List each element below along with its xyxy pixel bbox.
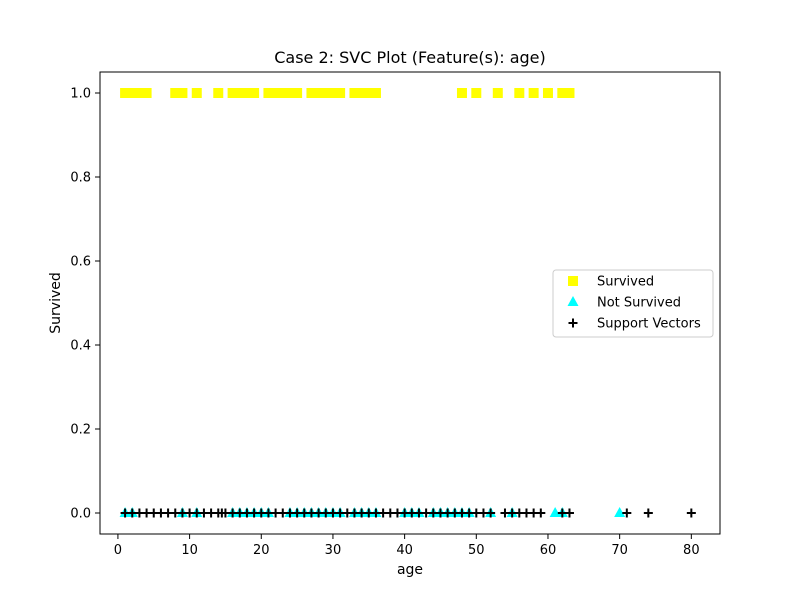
point-survived [528,88,539,98]
point-survived [306,88,317,98]
series-support-vectors [120,508,696,518]
x-axis-title: age [397,562,423,578]
point-survived [120,88,131,98]
y-axis: 0.0 0.2 0.4 0.6 0.8 1.0 [70,87,100,522]
axes-layer: 0 10 20 30 40 50 60 70 80 0.0 0.2 0.4 0.6 0.8 1.0 [70,87,699,559]
point-not-survived [549,507,561,517]
x-tick-label: 80 [683,543,700,558]
plot-area-frame [99,71,721,535]
point-survived [363,88,374,98]
point-survived [456,88,467,98]
point-survived [227,88,238,98]
y-tick-label: 0.6 [70,255,91,270]
point-survived [141,88,152,98]
x-tick-label: 40 [396,543,413,558]
point-survived [349,88,360,98]
point-survived [564,88,575,98]
y-tick-label: 0.0 [70,507,91,522]
legend: Survived Not Survived Support Vectors [552,269,714,338]
legend-label: Not Survived [597,296,681,311]
chart-title: Case 2: SVC Plot (Feature(s): age) [274,48,546,67]
point-survived [277,88,288,98]
y-axis-title: Survived [48,272,64,333]
point-support-vectors [686,508,696,518]
legend-marker [568,318,578,328]
x-tick-label: 60 [540,543,557,558]
x-tick-label: 70 [611,543,628,558]
legend-item-not-survived: Not Survived [567,296,681,311]
point-survived [234,88,245,98]
point-survived [471,88,482,98]
x-tick-label: 20 [253,543,270,558]
point-survived [191,88,202,98]
point-survived [270,88,281,98]
point-survived [213,88,224,98]
point-survived [241,88,252,98]
point-survived [327,88,338,98]
point-survived [292,88,303,98]
legend-label: Support Vectors [597,317,701,332]
point-survived [320,88,331,98]
y-tick-label: 0.8 [70,171,91,186]
point-support-vectors [643,508,653,518]
x-tick-label: 50 [468,543,485,558]
point-support-vectors [564,508,574,518]
point-survived [284,88,295,98]
legend-box [552,269,714,338]
y-tick-label: 0.2 [70,423,91,438]
point-survived [134,88,145,98]
point-survived [492,88,503,98]
point-support-vectors [622,508,632,518]
legend-marker [567,296,579,306]
y-tick-label: 0.4 [70,339,91,354]
point-survived [177,88,188,98]
x-tick-label: 30 [325,543,342,558]
x-tick-label: 0 [114,543,122,558]
point-survived [557,88,568,98]
y-tick-label: 1.0 [70,87,91,102]
x-axis: 0 10 20 30 40 50 60 70 80 [114,534,700,558]
legend-label: Survived [597,275,654,290]
legend-item-survived: Survived [568,275,654,290]
point-survived [370,88,381,98]
point-survived [313,88,324,98]
series-survived [120,88,575,98]
point-survived [263,88,274,98]
point-support-vectors [486,508,496,518]
point-survived [249,88,260,98]
point-survived [514,88,525,98]
point-survived [335,88,346,98]
point-support-vectors [536,508,546,518]
legend-item-support-vectors: Support Vectors [568,317,701,332]
legend-marker [568,276,578,286]
point-survived [356,88,367,98]
marks-layer [119,88,696,518]
point-survived [170,88,181,98]
point-not-survived [614,507,626,517]
point-survived [542,88,553,98]
x-tick-label: 10 [181,543,198,558]
point-survived [127,88,138,98]
